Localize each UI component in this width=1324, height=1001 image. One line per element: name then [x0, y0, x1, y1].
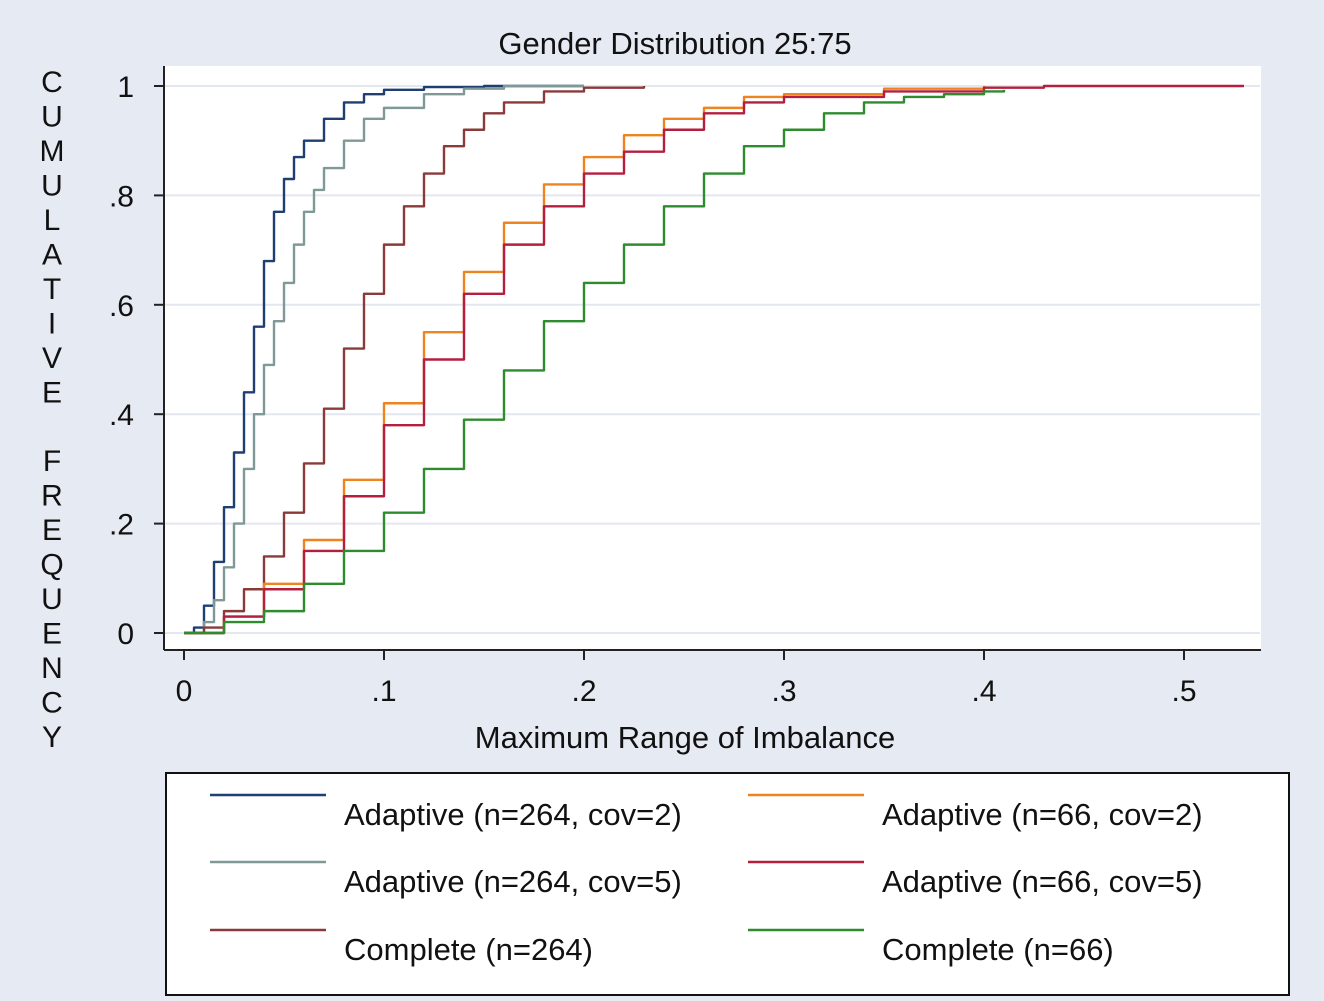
x-tick-label: .4 [971, 675, 996, 708]
y-tick-label: .6 [109, 290, 134, 323]
y-axis-title-letter: N [41, 652, 63, 685]
series-line-6 [184, 89, 1006, 635]
x-axis-title: Maximum Range of Imbalance [475, 720, 895, 755]
legend-label: Adaptive (n=264, cov=5) [344, 864, 682, 899]
y-axis-title-letter: I [48, 308, 56, 341]
y-tick-label: .2 [109, 509, 134, 542]
y-axis-title-letter: U [41, 170, 63, 203]
legend-label: Adaptive (n=264, cov=2) [344, 797, 682, 832]
y-axis-title-letter: C [41, 66, 63, 99]
series-line-1 [184, 84, 584, 635]
y-axis-title-letter: M [40, 135, 65, 168]
y-axis-title-letter: F [43, 445, 61, 478]
x-tick-label: .3 [771, 675, 796, 708]
axes [163, 66, 1261, 651]
legend-label: Adaptive (n=66, cov=2) [882, 797, 1203, 832]
y-axis-title-letter: E [42, 377, 62, 410]
y-axis-title-letter: V [42, 342, 62, 375]
y-axis-title-letter: T [43, 273, 61, 306]
legend-box [165, 772, 1290, 996]
y-tick-label: .8 [109, 180, 134, 213]
series-lines [184, 84, 1244, 635]
y-axis-title-letter: E [42, 618, 62, 651]
y-axis-title-letter: C [41, 687, 63, 720]
x-tick-label: .2 [571, 675, 596, 708]
legend-label: Complete (n=66) [882, 932, 1114, 967]
y-axis-title-letter: Y [42, 721, 62, 754]
series-line-2 [184, 84, 584, 635]
y-axis-title-letter: E [42, 514, 62, 547]
y-axis-title-letter: A [42, 239, 62, 272]
legend-label: Adaptive (n=66, cov=5) [882, 864, 1203, 899]
legend: Adaptive (n=264, cov=2) Adaptive (n=264, … [165, 772, 1290, 996]
y-tick-label: 0 [117, 618, 134, 651]
y-axis-title-letter: U [41, 583, 63, 616]
y-tick-label: 1 [117, 71, 134, 104]
x-ticks: 0 .1 .2 .3 .4 .5 [176, 650, 1197, 708]
series-line-3 [184, 86, 646, 635]
y-axis-title-letter: L [44, 204, 61, 237]
y-ticks: 0 .2 .4 .6 .8 1 [109, 71, 164, 651]
y-axis-title-letter: R [41, 480, 63, 513]
y-axis-title-letter: Q [40, 549, 63, 582]
y-tick-label: .4 [109, 399, 134, 432]
series-line-5 [184, 84, 1244, 635]
y-axis-title-letter: U [41, 101, 63, 134]
x-tick-label: 0 [176, 675, 193, 708]
chart-title: Gender Distribution 25:75 [498, 26, 851, 61]
plot-area [164, 66, 1261, 650]
x-tick-label: .1 [371, 675, 396, 708]
legend-label: Complete (n=264) [344, 932, 593, 967]
x-tick-label: .5 [1171, 675, 1196, 708]
